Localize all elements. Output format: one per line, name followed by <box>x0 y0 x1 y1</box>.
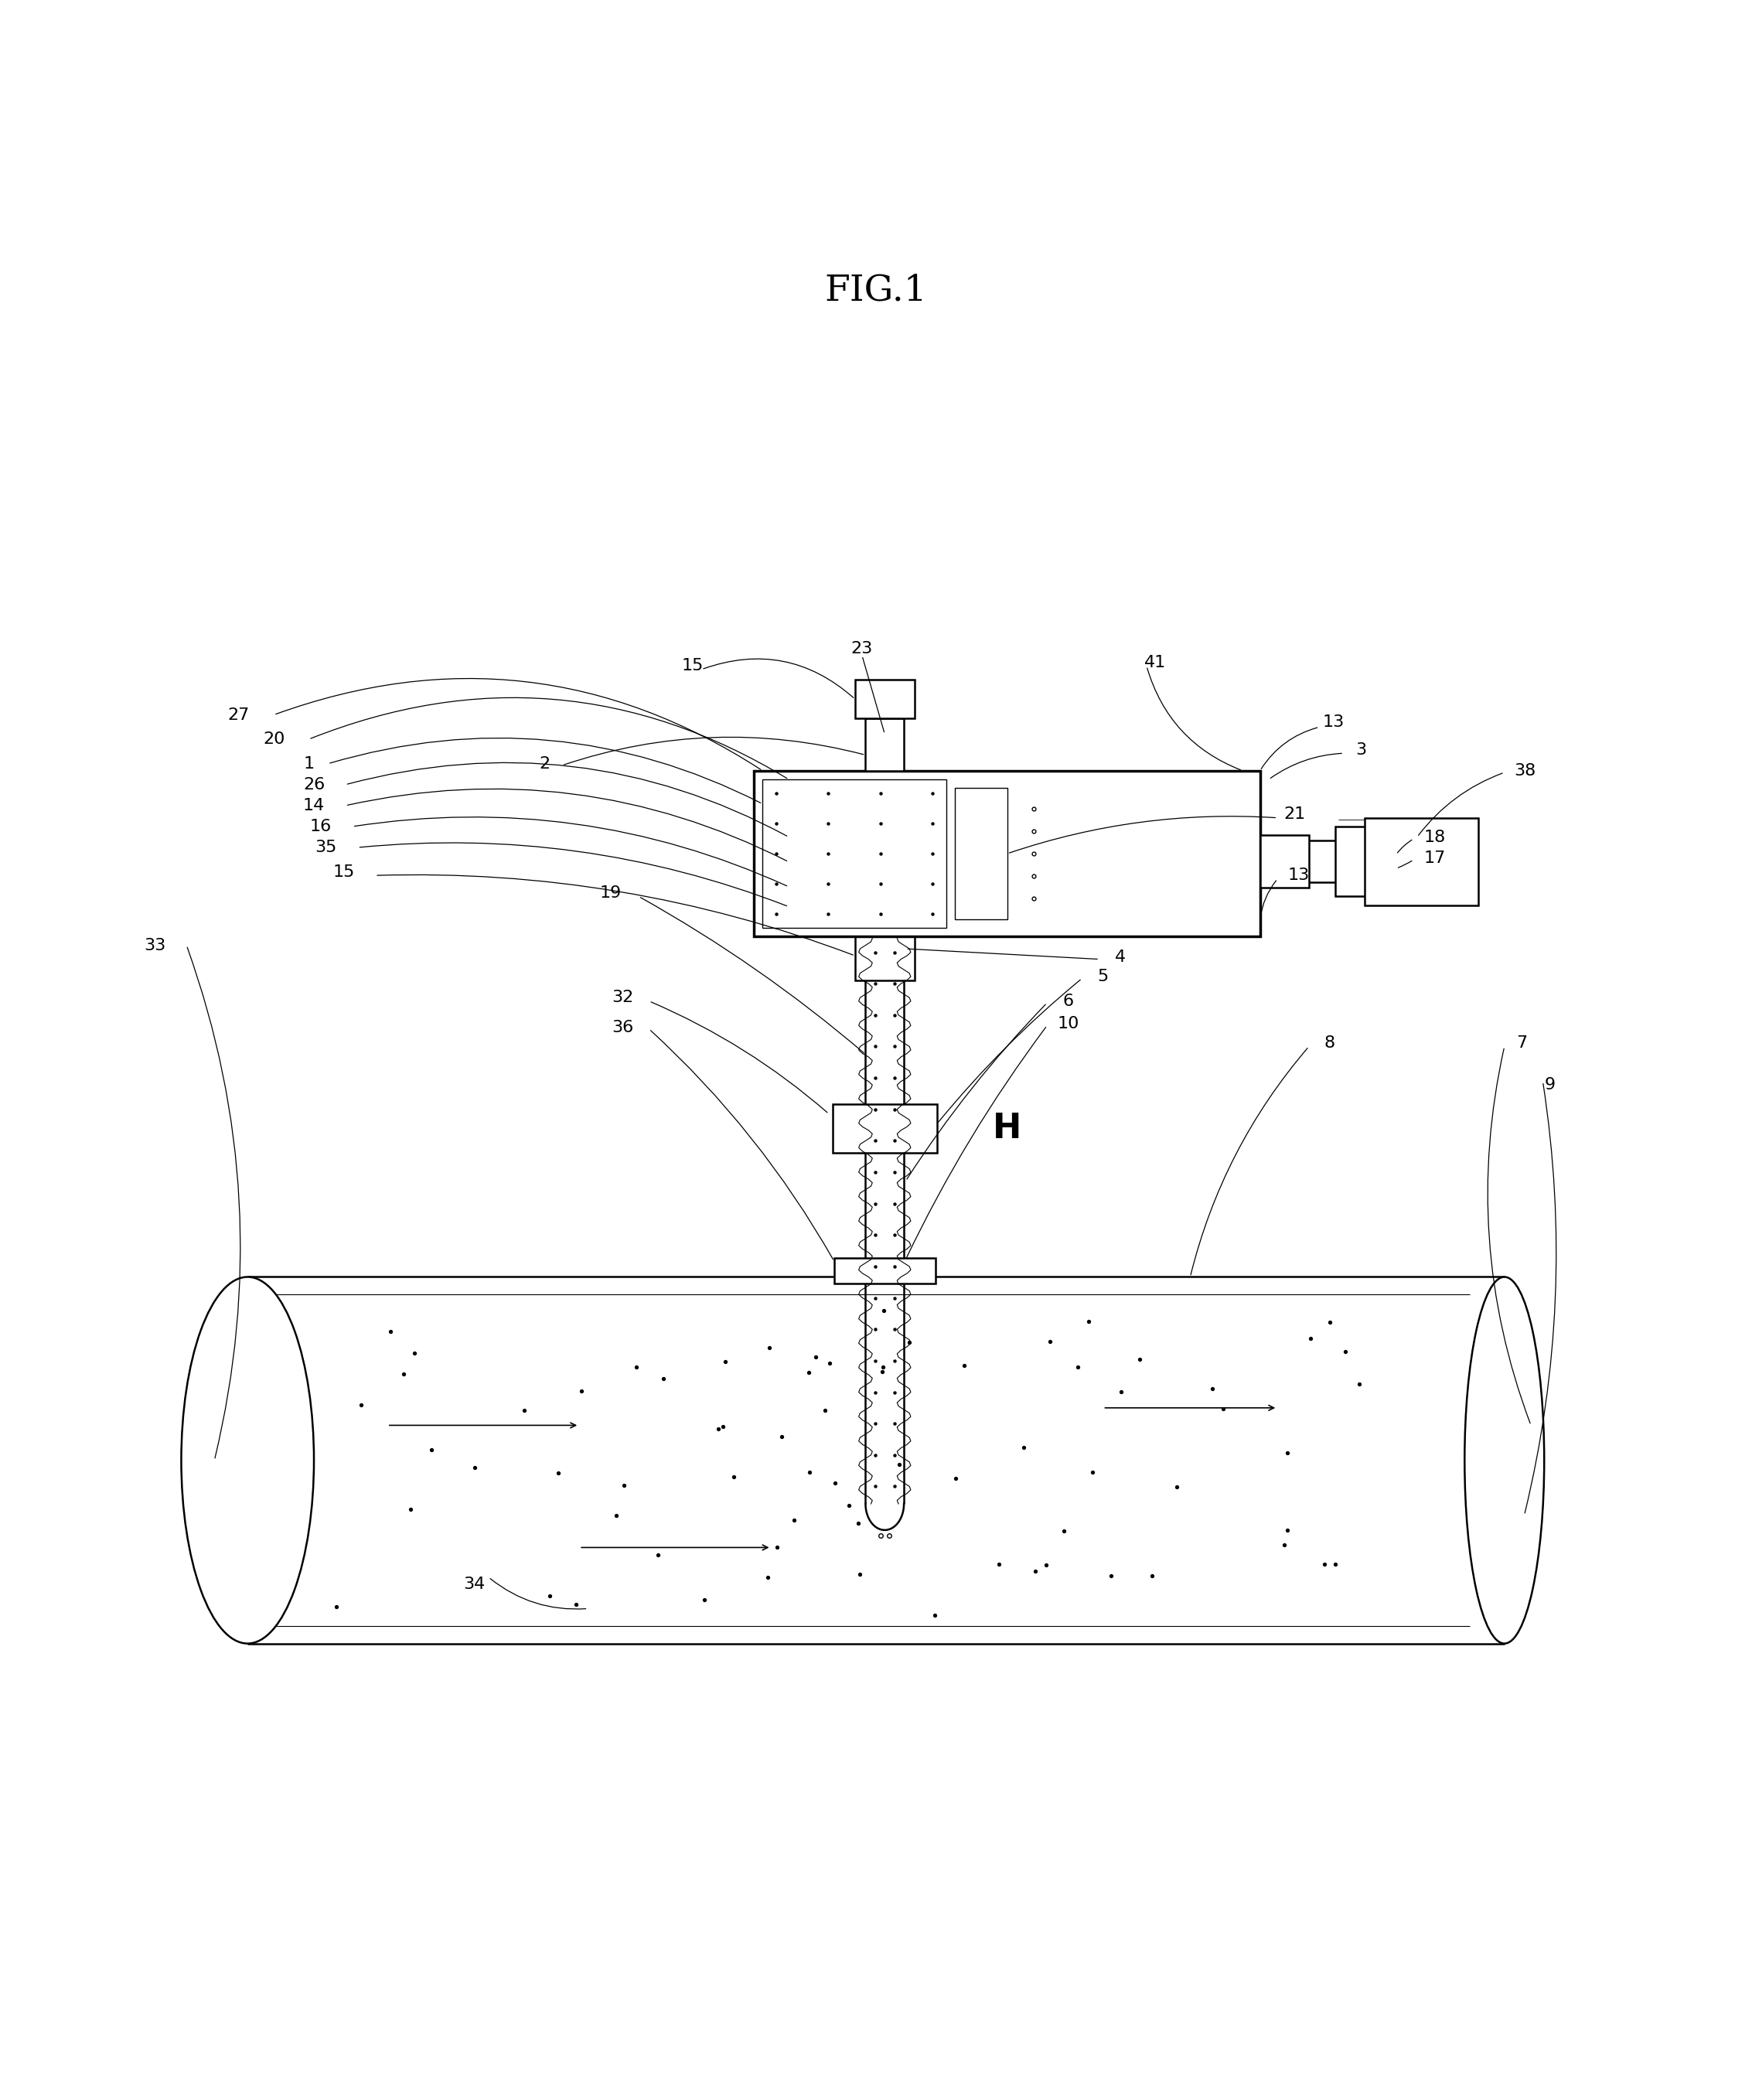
Text: 38: 38 <box>1514 762 1537 779</box>
Ellipse shape <box>1465 1277 1544 1644</box>
Text: FIG.1: FIG.1 <box>825 273 927 309</box>
Bar <box>855 930 915 981</box>
Text: 41: 41 <box>1144 655 1167 670</box>
Text: 14: 14 <box>303 798 324 813</box>
Text: 2: 2 <box>540 756 550 771</box>
Text: 20: 20 <box>263 731 286 748</box>
Text: 32: 32 <box>611 989 634 1006</box>
Text: 33: 33 <box>144 937 166 953</box>
Text: 7: 7 <box>1517 1035 1528 1050</box>
Text: 36: 36 <box>611 1021 634 1035</box>
Text: 16: 16 <box>310 819 331 834</box>
Text: 15: 15 <box>333 865 354 880</box>
Text: 18: 18 <box>1424 830 1445 844</box>
Ellipse shape <box>180 1277 314 1644</box>
Text: 23: 23 <box>851 640 872 655</box>
Text: 15: 15 <box>682 657 704 674</box>
Text: 6: 6 <box>1062 993 1074 1008</box>
Text: 8: 8 <box>1325 1035 1335 1050</box>
Text: 13: 13 <box>1323 714 1344 729</box>
Bar <box>834 1258 936 1283</box>
Text: 4: 4 <box>1114 949 1127 966</box>
Bar <box>1335 827 1405 897</box>
Bar <box>762 779 946 928</box>
Text: 17: 17 <box>1424 850 1445 865</box>
Bar <box>832 1105 937 1153</box>
Text: 1: 1 <box>303 756 314 771</box>
Text: 13: 13 <box>1288 867 1309 884</box>
Text: 9: 9 <box>1544 1077 1556 1092</box>
Bar <box>955 788 1007 920</box>
Text: 27: 27 <box>228 708 251 722</box>
Bar <box>753 771 1260 937</box>
Bar <box>855 680 915 718</box>
Bar <box>1260 836 1309 888</box>
Text: 21: 21 <box>1284 806 1305 821</box>
Text: 19: 19 <box>599 886 622 901</box>
Text: 35: 35 <box>315 840 336 855</box>
Text: H: H <box>992 1111 1021 1145</box>
Text: 10: 10 <box>1056 1016 1079 1031</box>
Text: 34: 34 <box>464 1577 485 1592</box>
Text: 3: 3 <box>1356 741 1367 758</box>
Bar <box>865 718 904 771</box>
Bar <box>1365 817 1479 905</box>
Text: 5: 5 <box>1097 968 1109 985</box>
Text: 26: 26 <box>303 777 324 792</box>
